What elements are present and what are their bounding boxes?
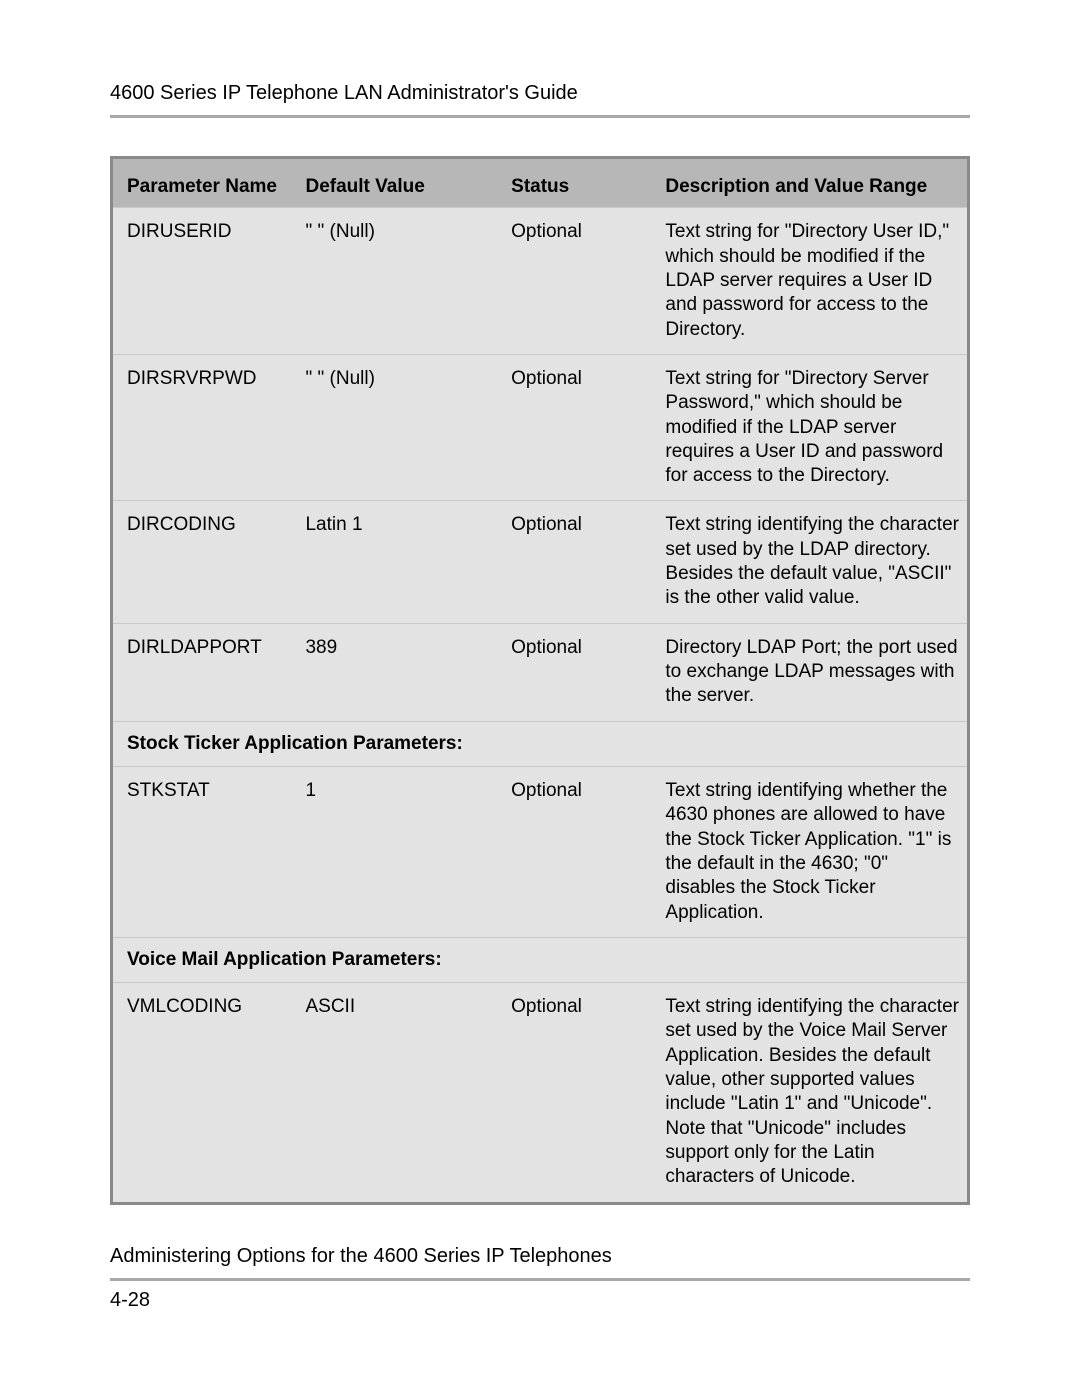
col-header-desc: Description and Value Range (651, 158, 968, 208)
cell-desc: Text string identifying the character se… (651, 983, 968, 1204)
cell-param: DIRSRVRPWD (112, 354, 292, 501)
table-row: DIRCODINGLatin 1OptionalText string iden… (112, 501, 969, 623)
col-header-status: Status (497, 158, 651, 208)
cell-default: 1 (291, 766, 497, 937)
cell-default: ASCII (291, 983, 497, 1204)
footer-section-title: Administering Options for the 4600 Serie… (110, 1245, 970, 1268)
table-row: DIRSRVRPWD" " (Null)OptionalText string … (112, 354, 969, 501)
cell-status: Optional (497, 983, 651, 1204)
cell-status: Optional (497, 623, 651, 721)
table-section-row: Voice Mail Application Parameters: (112, 937, 969, 982)
table-row: STKSTAT1OptionalText string identifying … (112, 766, 969, 937)
cell-status: Optional (497, 766, 651, 937)
cell-desc: Text string identifying the character se… (651, 501, 968, 623)
cell-default: 389 (291, 623, 497, 721)
cell-desc: Text string identifying whether the 4630… (651, 766, 968, 937)
cell-status: Optional (497, 501, 651, 623)
cell-param: DIRCODING (112, 501, 292, 623)
table-body: DIRUSERID" " (Null)OptionalText string f… (112, 208, 969, 1203)
header-rule (110, 115, 970, 118)
doc-title: 4600 Series IP Telephone LAN Administrat… (110, 82, 970, 105)
cell-param: VMLCODING (112, 983, 292, 1204)
cell-status: Optional (497, 354, 651, 501)
page-number: 4-28 (110, 1289, 970, 1312)
cell-default: Latin 1 (291, 501, 497, 623)
cell-desc: Text string for "Directory User ID," whi… (651, 208, 968, 355)
col-header-param: Parameter Name (112, 158, 292, 208)
parameter-table: Parameter Name Default Value Status Desc… (110, 156, 970, 1205)
table-row: DIRLDAPPORT389OptionalDirectory LDAP Por… (112, 623, 969, 721)
cell-default: " " (Null) (291, 354, 497, 501)
cell-desc: Directory LDAP Port; the port used to ex… (651, 623, 968, 721)
cell-param: DIRLDAPPORT (112, 623, 292, 721)
cell-desc: Text string for "Directory Server Passwo… (651, 354, 968, 501)
section-title-cell: Stock Ticker Application Parameters: (112, 721, 969, 766)
cell-param: STKSTAT (112, 766, 292, 937)
page-container: 4600 Series IP Telephone LAN Administrat… (0, 0, 1080, 1397)
table-header-row: Parameter Name Default Value Status Desc… (112, 158, 969, 208)
col-header-default: Default Value (291, 158, 497, 208)
cell-param: DIRUSERID (112, 208, 292, 355)
cell-status: Optional (497, 208, 651, 355)
table-row: DIRUSERID" " (Null)OptionalText string f… (112, 208, 969, 355)
section-title-cell: Voice Mail Application Parameters: (112, 937, 969, 982)
table-section-row: Stock Ticker Application Parameters: (112, 721, 969, 766)
footer-rule (110, 1278, 970, 1281)
cell-default: " " (Null) (291, 208, 497, 355)
table-row: VMLCODINGASCIIOptionalText string identi… (112, 983, 969, 1204)
